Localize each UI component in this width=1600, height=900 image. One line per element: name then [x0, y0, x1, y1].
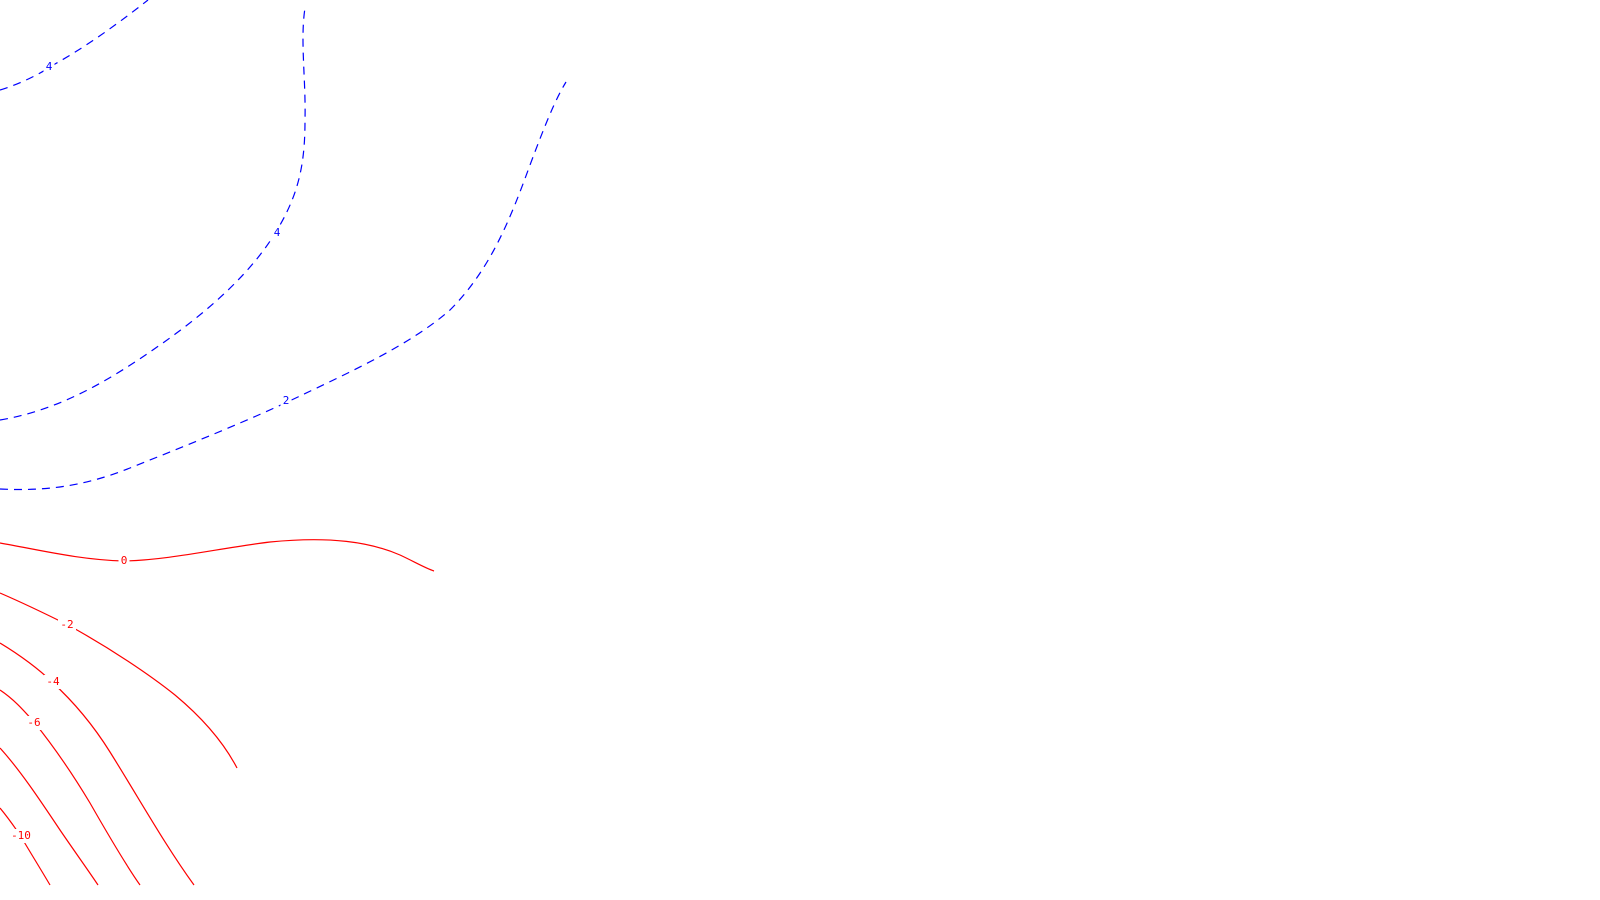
contour-label: -4	[46, 675, 60, 688]
contour-label: -10	[11, 829, 31, 842]
contour-line-level-2	[0, 81, 567, 491]
contour-label-background	[44, 675, 62, 689]
contour-label: 4	[274, 226, 281, 239]
contour-label-background	[271, 226, 283, 240]
contour-line-level-4	[0, 7, 306, 421]
contour-label-background	[118, 554, 130, 568]
contour-line-level-neg8	[0, 747, 99, 886]
contour-label: 4	[46, 60, 53, 73]
contour-label: 0	[121, 554, 128, 567]
contour-line-level-neg4	[0, 642, 195, 886]
contour-label-background	[58, 618, 76, 632]
contour-label-background	[43, 60, 55, 74]
contour-line-level-4	[0, 0, 149, 91]
contour-line-level-0	[0, 539, 435, 572]
contour-label-background	[8, 829, 34, 843]
contour-label: -6	[27, 716, 40, 729]
contour-label: -2	[60, 618, 73, 631]
contour-label-background	[25, 716, 43, 730]
contour-line-level-neg2	[0, 592, 238, 769]
contour-line-level-neg10	[0, 807, 51, 886]
contour-line-level-neg6	[0, 689, 141, 886]
contour-label: 2	[283, 394, 290, 407]
contour-label-background	[280, 394, 292, 408]
